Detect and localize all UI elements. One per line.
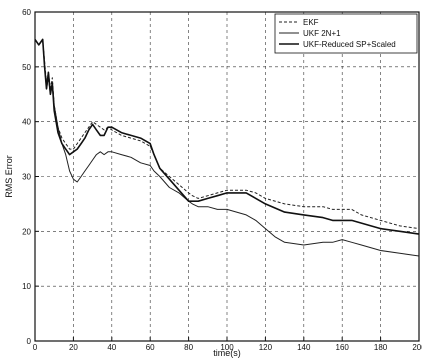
- y-tick-label: 50: [22, 63, 31, 72]
- legend-label-1: EKF: [303, 18, 319, 27]
- grid: [35, 12, 419, 341]
- series-lines: [34, 38, 420, 257]
- legend: EKF UKF 2N+1 UKF-Reduced SP+Scaled: [274, 13, 418, 54]
- y-tick-label: 20: [22, 227, 31, 236]
- y-tick-label: 60: [22, 8, 31, 17]
- series-line-3: [34, 38, 420, 235]
- y-tick-label: 0: [27, 337, 32, 346]
- y-tick-label: 40: [22, 118, 31, 127]
- legend-label-3: UKF-Reduced SP+Scaled: [303, 40, 396, 49]
- x-tick-label: 160: [336, 343, 350, 352]
- x-tick-label: 140: [297, 343, 311, 352]
- x-tick-label: 20: [69, 343, 78, 352]
- x-tick-label: 120: [259, 343, 273, 352]
- x-axis-label: time(s): [213, 348, 241, 358]
- x-tick-label: 100: [220, 343, 234, 352]
- axis-ticks: 0 20 40 60 80 100 120 140 160 180 200 0 10 20 30 40 50 60: [22, 8, 422, 352]
- x-tick-label: 40: [107, 343, 116, 352]
- legend-label-2: UKF 2N+1: [303, 29, 341, 38]
- series-line-2: [34, 38, 420, 257]
- y-tick-label: 10: [22, 282, 31, 291]
- x-tick-label: 80: [184, 343, 193, 352]
- x-tick-label: 180: [374, 343, 388, 352]
- x-tick-label: 200: [412, 343, 422, 352]
- y-tick-label: 30: [22, 173, 31, 182]
- x-tick-label: 60: [146, 343, 155, 352]
- x-tick-label: 0: [33, 343, 38, 352]
- y-axis-label: RMS Error: [4, 155, 14, 198]
